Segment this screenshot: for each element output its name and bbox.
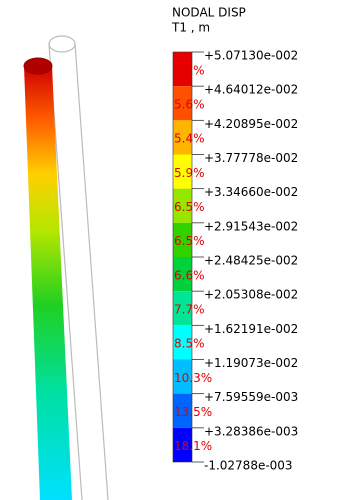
band-percent: 5.9%: [174, 166, 205, 180]
legend-title: NODAL DISP: [172, 6, 246, 20]
band-percent: 13.5%: [174, 405, 212, 419]
level-label: +1.19073e-002: [204, 356, 298, 370]
legend-subtitle: T1 , m: [171, 21, 210, 35]
level-label: +2.91543e-002: [204, 219, 298, 233]
band-percent: 5.4%: [174, 132, 205, 146]
level-label: +7.59559e-003: [204, 390, 298, 404]
level-label: +4.20895e-002: [204, 117, 298, 131]
band-percent: 6.5%: [174, 200, 205, 214]
level-label: +3.28386e-003: [204, 424, 298, 438]
level-label: +3.34660e-002: [204, 185, 298, 199]
level-label: +3.77778e-002: [204, 151, 298, 165]
band-percent: 5.6%: [174, 97, 205, 111]
band-percent: 10.3%: [174, 371, 212, 385]
column-top: [24, 58, 52, 74]
band-percent: 6.5%: [174, 234, 205, 248]
band-percent: 5.5%: [174, 63, 205, 77]
band-percent: 6.6%: [174, 268, 205, 282]
band-percent: 8.5%: [174, 337, 205, 351]
screen: NODAL DISP T1 , m 5.5% 5.6% 5.4% 5.9% 6.5% 6.…: [0, 0, 357, 500]
band-percent: 18.1%: [174, 439, 212, 453]
deformed-column: [24, 66, 72, 500]
level-label: +5.07130e-002: [204, 49, 298, 63]
level-label: +4.64012e-002: [204, 83, 298, 97]
band-percent: 7.7%: [174, 302, 205, 316]
level-label: +2.05308e-002: [204, 288, 298, 302]
model-view: [24, 36, 108, 500]
level-label: -1.02788e-003: [204, 459, 293, 473]
legend: NODAL DISP T1 , m 5.5% 5.6% 5.4% 5.9% 6.5% 6.…: [171, 6, 298, 473]
level-label: +2.48425e-002: [204, 254, 298, 268]
level-label: +1.62191e-002: [204, 322, 298, 336]
